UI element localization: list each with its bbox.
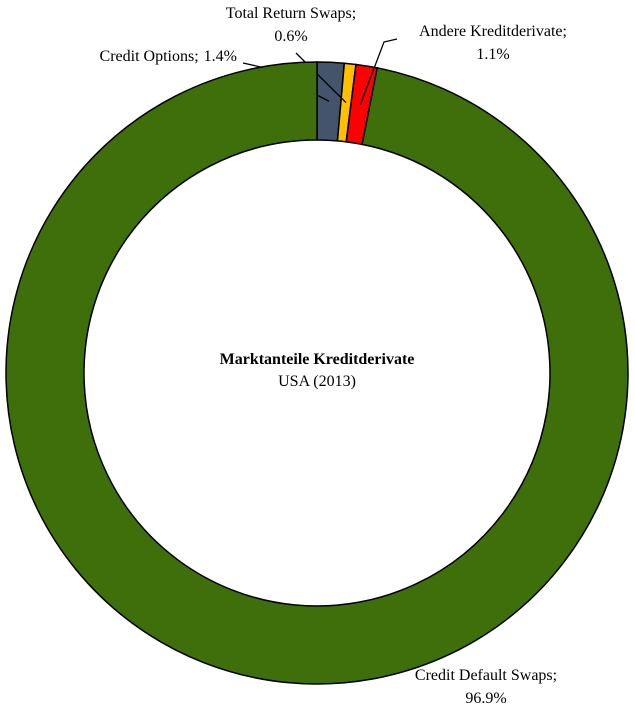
label-name: Credit Default Swaps bbox=[415, 667, 553, 684]
label-name: Credit Options bbox=[100, 48, 195, 65]
data-label: Credit Default Swaps; 96.9% bbox=[415, 667, 557, 707]
leader-line bbox=[359, 38, 398, 105]
chart-title: Marktanteile Kreditderivate bbox=[220, 351, 415, 368]
donut-slice bbox=[5, 61, 629, 685]
data-label: Andere Kreditderivate; 1.1% bbox=[419, 23, 567, 63]
leader-line bbox=[295, 52, 347, 104]
label-name: Andere Kreditderivate bbox=[419, 23, 562, 40]
label-separator: ; bbox=[352, 5, 356, 22]
label-value: 0.6% bbox=[274, 28, 307, 45]
chart-subtitle: USA (2013) bbox=[278, 373, 356, 390]
label-value: 1.1% bbox=[476, 46, 509, 63]
label-separator: ; bbox=[563, 23, 567, 40]
label-separator: ; bbox=[194, 48, 198, 65]
data-label: Total Return Swaps; 0.6% bbox=[226, 5, 356, 45]
label-separator: ; bbox=[553, 667, 557, 684]
label-value: 96.9% bbox=[465, 690, 506, 707]
label-value: 1.4% bbox=[204, 48, 237, 65]
label-name: Total Return Swaps bbox=[226, 5, 352, 22]
data-label: Credit Options; 1.4% bbox=[100, 48, 237, 65]
